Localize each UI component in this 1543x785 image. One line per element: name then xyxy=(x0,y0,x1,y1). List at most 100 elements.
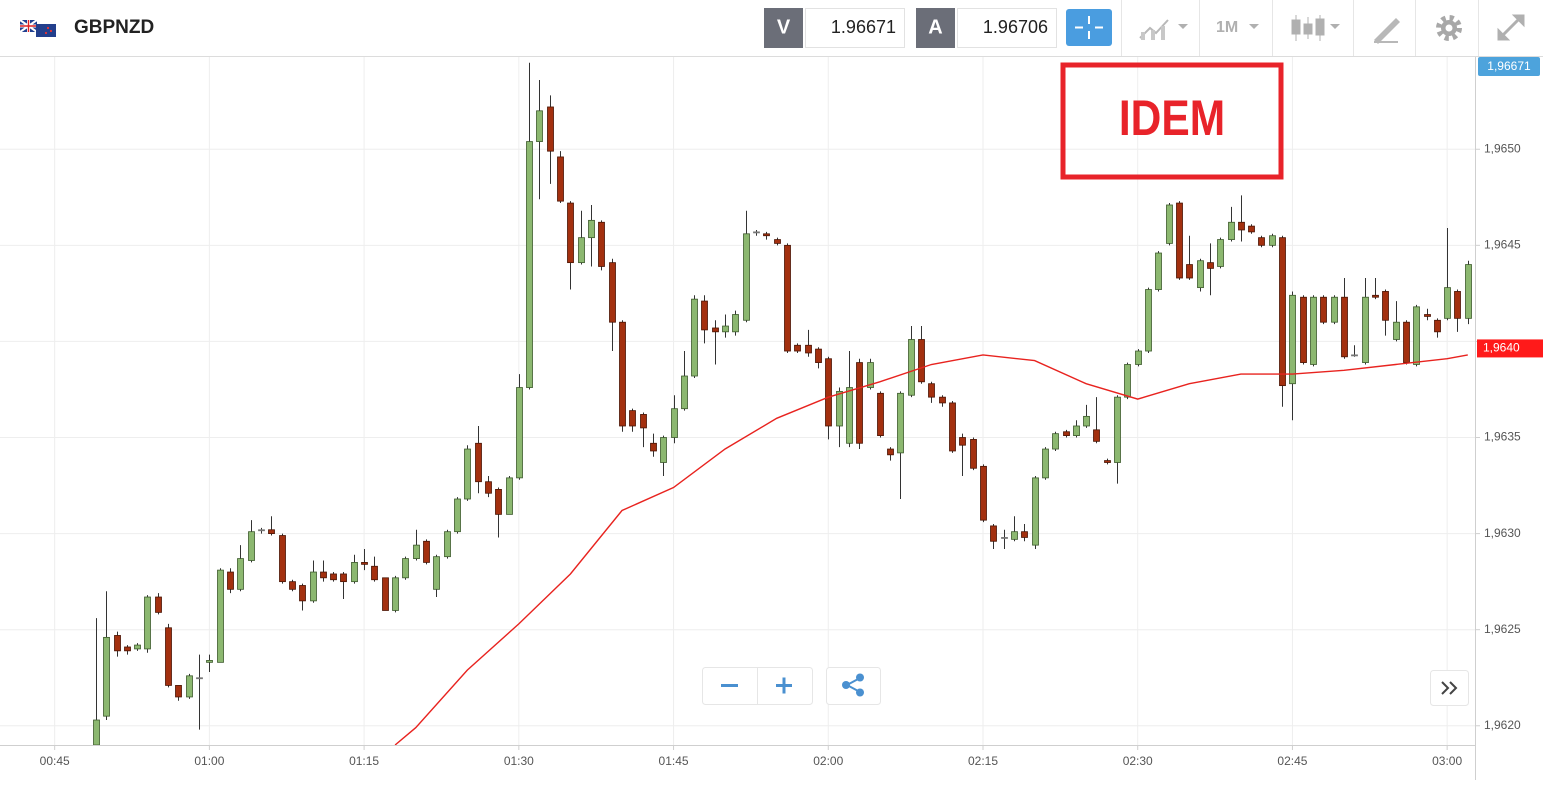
candle-body xyxy=(433,556,440,590)
chart-type-button[interactable] xyxy=(1291,15,1340,41)
plot xyxy=(93,62,1472,745)
candle-body xyxy=(413,544,420,559)
zoom-in[interactable] xyxy=(776,677,792,694)
candle-body xyxy=(650,442,657,452)
candle-body xyxy=(1145,289,1152,352)
candle-body xyxy=(402,558,409,579)
candle-body xyxy=(918,339,925,383)
candle-body xyxy=(1393,321,1400,340)
ask-price: 1.96706 xyxy=(983,17,1048,37)
candle-body xyxy=(114,635,121,652)
zoom-controls xyxy=(702,667,813,705)
candle-body xyxy=(949,402,956,452)
candle-body xyxy=(939,396,946,404)
candle-body xyxy=(557,156,564,202)
annotation-text: IDEM xyxy=(1119,90,1225,146)
candle-body xyxy=(1197,260,1204,289)
candle-body xyxy=(1073,425,1080,436)
x-tick-label: 03:00 xyxy=(1432,754,1462,768)
candle-body xyxy=(567,202,574,264)
candle-body xyxy=(258,529,265,532)
candle-body xyxy=(392,577,399,611)
quote-badge-label: 1,96671 xyxy=(1487,59,1531,73)
settings-button[interactable] xyxy=(1436,15,1462,41)
candle-body xyxy=(980,465,987,521)
candle-body xyxy=(1042,448,1049,479)
candle-body xyxy=(1104,460,1111,463)
y-tick-label: 1,9635 xyxy=(1484,430,1521,444)
candle-body xyxy=(1114,396,1121,463)
candle-body xyxy=(815,348,822,363)
candle-body xyxy=(155,596,162,613)
x-tick-label: 01:30 xyxy=(504,754,534,768)
candle-body xyxy=(144,596,151,650)
candle-body xyxy=(237,558,244,590)
candle-body xyxy=(1454,291,1461,319)
candle-body xyxy=(825,358,832,427)
bid-box[interactable] xyxy=(805,8,905,48)
candle-body xyxy=(1166,204,1173,244)
share-button[interactable] xyxy=(826,667,881,705)
annotation-box xyxy=(1060,62,1284,180)
fullscreen-button[interactable] xyxy=(1497,14,1525,41)
draw-button[interactable] xyxy=(1374,18,1400,44)
candle-body xyxy=(1238,221,1245,231)
ask-box[interactable] xyxy=(957,8,1057,48)
candle-body xyxy=(681,375,688,410)
candle-body xyxy=(908,339,915,396)
candle-body xyxy=(1248,225,1255,233)
candle-body xyxy=(970,439,977,469)
moving-average-line xyxy=(394,354,1468,745)
y-tick-label: 1,9645 xyxy=(1484,238,1521,252)
candle-body xyxy=(1001,537,1008,539)
candle-body xyxy=(93,719,100,745)
candle-body xyxy=(1124,364,1131,398)
candle-body xyxy=(1279,237,1286,387)
candle-body xyxy=(1083,415,1090,427)
candle-body xyxy=(1063,431,1070,436)
candle-body xyxy=(1207,262,1214,269)
candle-body xyxy=(382,577,389,611)
x-tick-label: 01:00 xyxy=(194,754,224,768)
candle-body xyxy=(588,219,595,239)
candle-body xyxy=(516,387,523,479)
candle-body xyxy=(1289,294,1296,385)
candle-body xyxy=(1434,319,1441,333)
candle-body xyxy=(1135,350,1142,365)
candle-body xyxy=(330,573,337,581)
crosshair-button[interactable] xyxy=(1066,9,1112,46)
candle-body xyxy=(1362,296,1369,363)
x-tick-label: 00:45 xyxy=(40,754,70,768)
candle-body xyxy=(1444,287,1451,319)
price-badge-label: 1,9640 xyxy=(1483,341,1520,355)
candle-body xyxy=(1413,306,1420,365)
bid-tag[interactable] xyxy=(764,8,803,48)
candle-body xyxy=(186,675,193,698)
axes: 1,9620 1,9625 1,9630 1,9635 1,9640 1,9645 1,96… xyxy=(0,57,1543,780)
candle-body xyxy=(444,531,451,558)
indicator-button[interactable] xyxy=(1139,19,1188,40)
candle-body xyxy=(299,585,306,602)
x-tick-label: 02:30 xyxy=(1123,754,1153,768)
candle-body xyxy=(774,239,781,244)
candle-body xyxy=(836,390,843,427)
ask-tag[interactable] xyxy=(916,8,955,48)
candle-body xyxy=(464,448,471,500)
candle-body xyxy=(1176,202,1183,279)
candle-body xyxy=(1351,354,1358,357)
bid-label: V xyxy=(777,16,791,38)
price-badge xyxy=(1477,339,1543,358)
candle-body xyxy=(371,565,378,581)
candle-body xyxy=(506,477,513,515)
candle-body xyxy=(248,531,255,561)
candle-body xyxy=(598,221,605,267)
candle-body xyxy=(1052,433,1059,450)
candle-body xyxy=(1032,477,1039,546)
timeframe[interactable]: 1M xyxy=(1216,19,1238,36)
candle-body xyxy=(990,525,997,542)
scroll-end-button[interactable] xyxy=(1430,670,1469,706)
candle-body xyxy=(1331,296,1338,323)
toolbar: GBPNZD V 1.96671 A 1.96706 1M xyxy=(0,0,1543,57)
candle-body xyxy=(619,321,626,427)
